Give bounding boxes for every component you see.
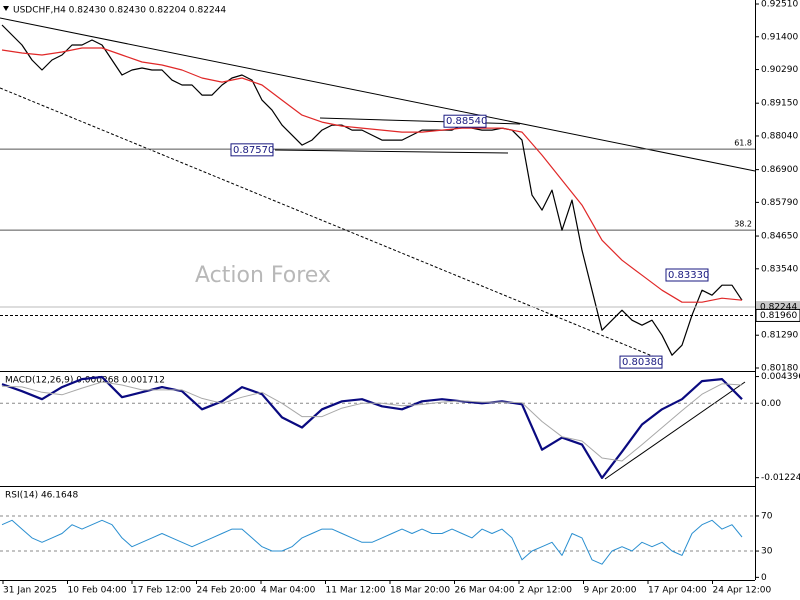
- y-tick-label: 0.004396: [761, 372, 800, 382]
- annotation-box: [443, 114, 487, 128]
- annotation-label: 0.83330: [668, 270, 709, 281]
- annotation-label: 0.88540: [446, 116, 487, 127]
- x-tick-label: 24 Apr 12:00: [713, 586, 772, 596]
- range-line: [319, 117, 521, 125]
- annotation-label: 0.87570: [233, 145, 274, 156]
- annotation-label: 0.80380: [622, 357, 663, 368]
- x-tick-label: 11 Mar 12:00: [326, 586, 386, 596]
- y-tick-label: 0.89150: [761, 99, 798, 109]
- fib-label: 38.2: [734, 220, 752, 229]
- annotation-box: [665, 268, 709, 282]
- annotation: 0.83330: [665, 268, 709, 282]
- trendline: [0, 87, 663, 361]
- y-tick-label: 0: [761, 573, 767, 583]
- y-tick-label: 0.81290: [761, 331, 798, 341]
- series-line: [1, 519, 743, 565]
- price-box: [755, 308, 800, 322]
- series-line: [1, 381, 743, 462]
- y-tick-label: 0.83540: [761, 264, 798, 274]
- annotation: 0.87570: [230, 143, 274, 157]
- price-label: 0.81960: [760, 311, 797, 321]
- x-tick-label: 17 Apr 04:00: [648, 586, 707, 596]
- x-tick-label: 18 Mar 20:00: [390, 586, 450, 596]
- y-tick-label: 0.92510: [761, 0, 798, 10]
- y-tick-label: 0.80180: [761, 363, 798, 373]
- y-tick-label: 0.00: [761, 399, 781, 409]
- series-line: [1, 47, 743, 303]
- range-line: [274, 149, 509, 154]
- y-tick-label: 0.86900: [761, 165, 798, 175]
- x-tick-label: 2 Apr 12:00: [519, 586, 572, 596]
- rsi-title: RSI(14) 46.1648: [5, 491, 78, 501]
- menu-triangle: [3, 6, 9, 11]
- series-line: [1, 24, 743, 356]
- x-tick-label: 4 Mar 04:00: [261, 586, 316, 596]
- x-tick-label: 26 Mar 04:00: [455, 586, 515, 596]
- y-tick-label: 0.85790: [761, 198, 798, 208]
- x-tick-label: 17 Feb 12:00: [132, 586, 191, 596]
- x-tick-label: 10 Feb 04:00: [68, 586, 127, 596]
- y-tick-label: 30: [761, 547, 773, 557]
- x-tick-label: 9 Apr 20:00: [584, 586, 637, 596]
- fib-label: 61.8: [734, 139, 752, 148]
- y-tick-label: 0.91400: [761, 32, 798, 42]
- macd-title: MACD(12,26,9) 0.000268 0.001712: [5, 376, 165, 386]
- y-tick-label: 0.84650: [761, 232, 798, 242]
- annotation: 0.80380: [619, 355, 663, 369]
- price-label: 0.82244: [760, 303, 797, 313]
- macd-trendline: [604, 381, 746, 480]
- series-line: [1, 375, 743, 479]
- annotation: 0.88540: [443, 114, 487, 128]
- panel-frames: [0, 0, 756, 581]
- x-tick-label: 31 Jan 2025: [3, 586, 57, 596]
- x-tick-label: 24 Feb 20:00: [197, 586, 256, 596]
- trendlines: [0, 17, 756, 480]
- annotation-box: [619, 355, 663, 369]
- annotation-box: [230, 143, 274, 157]
- trendline: [0, 17, 756, 172]
- y-tick-label: 0.90290: [761, 65, 798, 75]
- y-tick-label: 0.88040: [761, 131, 798, 141]
- y-tick-label: -0.012241: [761, 473, 800, 483]
- chart-title: USDCHF,H4 0.82430 0.82430 0.82204 0.8224…: [13, 6, 226, 16]
- watermark: Action Forex: [195, 263, 331, 288]
- y-tick-label: 70: [761, 511, 773, 521]
